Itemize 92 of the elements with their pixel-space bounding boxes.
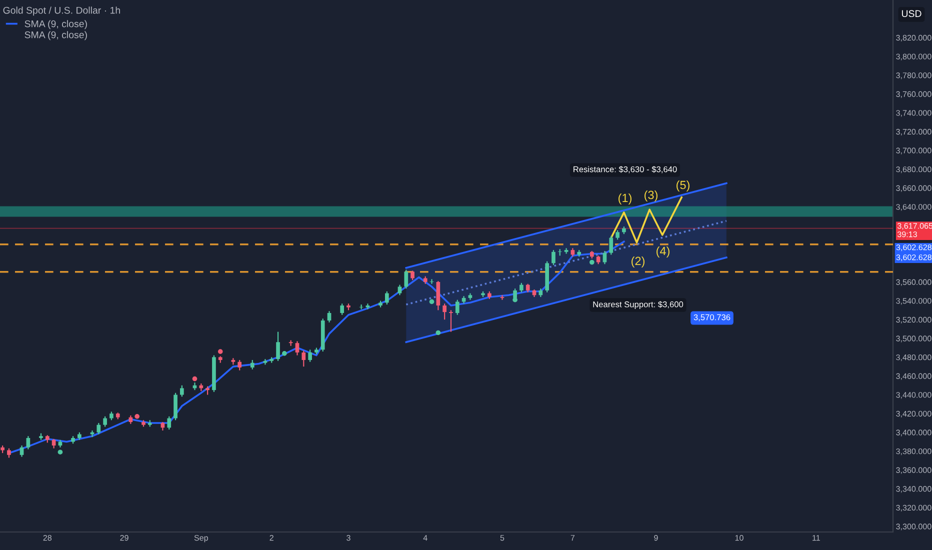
candlestick: [103, 416, 107, 428]
candlestick: [398, 284, 402, 296]
candlestick: [430, 278, 434, 284]
text: 3,602.628: [896, 254, 932, 262]
candlestick: [404, 269, 408, 290]
x-tick-label: 3: [346, 534, 350, 541]
candlestick: [436, 280, 440, 311]
candlestick: [410, 270, 414, 281]
annotation: Nearest Support: $3,600: [593, 301, 684, 309]
point: [218, 349, 223, 354]
candlestick: [238, 359, 242, 371]
x-tick-label: 9: [654, 534, 658, 541]
annotation: (5): [676, 180, 690, 192]
point: [512, 297, 518, 302]
candlestick: [513, 288, 517, 300]
point: [436, 330, 441, 336]
x-tick-label: 11: [812, 535, 820, 541]
candlestick: [552, 249, 556, 266]
point: [590, 260, 594, 265]
text: 3,602.628: [896, 244, 932, 252]
candlestick: [250, 359, 254, 370]
point: [429, 299, 434, 304]
annotation: SMA (9, close): [24, 31, 87, 40]
candlestick: [276, 331, 280, 362]
y-tick-label: 3,440.000: [896, 392, 932, 399]
y-tick-label: 3,640.000: [896, 204, 932, 211]
y-tick-label: 3,400.000: [896, 430, 932, 436]
candlestick: [180, 384, 184, 398]
candlestick: [26, 436, 30, 450]
y-tick-label: 3,520.000: [896, 316, 932, 324]
x-tick-label: 29: [120, 534, 128, 541]
point: [134, 414, 140, 419]
candlestick: [359, 304, 364, 310]
x-tick-label: 4: [423, 535, 428, 541]
candlestick: [20, 444, 24, 458]
legend-label: SMA (9, close): [24, 20, 87, 30]
candlestick: [609, 235, 614, 256]
x-tick-label: 28: [43, 534, 52, 541]
candlestick: [616, 230, 620, 240]
y-tick-label: 3,560.000: [896, 279, 932, 286]
y-tick-label: 3,360.000: [896, 467, 932, 474]
line-series: [8, 240, 625, 454]
candlestick: [340, 303, 344, 316]
candlestick: [449, 310, 453, 332]
y-tick-label: 3,780.000: [896, 72, 932, 80]
y-tick-label: 3,320.000: [896, 504, 932, 512]
candlestick: [302, 350, 306, 368]
point: [58, 450, 63, 455]
candlestick: [308, 349, 312, 362]
annotation: (3): [644, 190, 658, 202]
y-tick-label: 3,800.000: [896, 54, 932, 60]
x-tick-label: 10: [735, 534, 744, 541]
annotation: 3,570.736: [694, 314, 730, 322]
point: [192, 376, 198, 382]
y-tick-label: 3,480.000: [896, 354, 932, 362]
y-tick-label: 3,500.000: [896, 336, 932, 342]
y-axis-title: USD: [902, 10, 922, 18]
annotation: (1): [618, 193, 632, 204]
point: [282, 351, 287, 356]
y-tick-label: 3,680.000: [896, 166, 932, 174]
candlestick: [455, 299, 460, 316]
candlestick: [564, 248, 568, 254]
y-tick-label: 3,300.000: [896, 524, 932, 530]
candlestick: [327, 310, 332, 323]
annotation: (2): [632, 256, 644, 268]
y-tick-label: 3,540.000: [896, 298, 932, 305]
x-tick-label: 5: [500, 535, 504, 541]
candlestick: [442, 303, 446, 320]
y-tick-label: 3,460.000: [896, 373, 932, 380]
candlestick: [500, 294, 504, 300]
candlestick: [174, 392, 178, 421]
annotation: Resistance: $3,630 - $3,640: [574, 166, 677, 174]
y-tick-label: 3,720.000: [896, 128, 932, 136]
y-tick-label: 3,340.000: [896, 486, 932, 493]
y-tick-label: 3,740.000: [896, 110, 932, 117]
candlestick: [96, 422, 101, 435]
x-tick-label: Sep: [194, 534, 208, 542]
y-tick-label: 3,420.000: [896, 410, 932, 418]
y-tick-label: 3,820.000: [896, 34, 932, 42]
annotation: (4): [656, 246, 670, 258]
x-tick-label: 2: [270, 534, 274, 541]
y-tick-label: 3,660.000: [896, 185, 932, 192]
candlestick: [167, 416, 172, 430]
y-tick-label: 3,700.000: [896, 148, 932, 154]
candlestick: [7, 448, 11, 458]
x-tick-label: 7: [570, 535, 575, 541]
candlestick: [385, 290, 389, 306]
y-tick-label: 3,760.000: [896, 91, 932, 98]
y-tick-label: 3,380.000: [896, 448, 932, 456]
text: Gold Spot / U.S. Dollar · 1h: [3, 6, 120, 16]
candlestick: [295, 340, 300, 356]
candlestick: [520, 282, 524, 293]
